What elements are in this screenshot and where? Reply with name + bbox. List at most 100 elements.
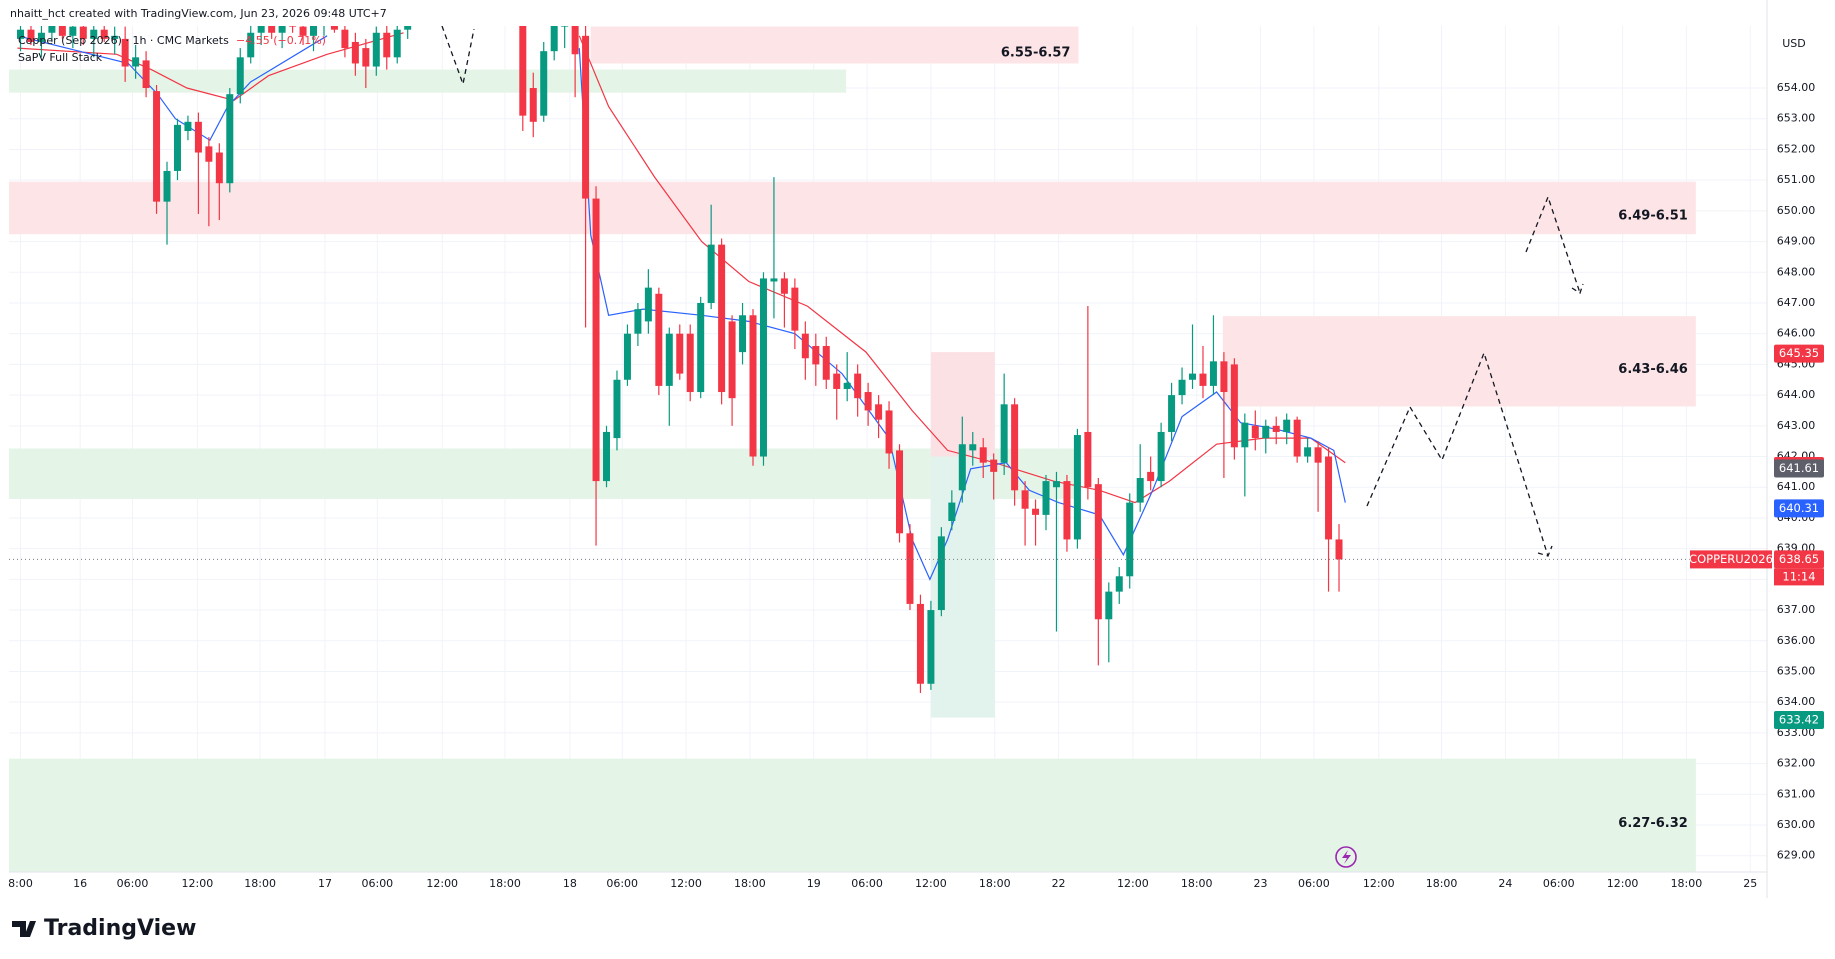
candle-body [1283, 419, 1291, 432]
price-tag: 638.65 [1779, 552, 1819, 566]
candle-body [236, 57, 244, 95]
candle-body [1084, 431, 1092, 488]
candle-body [697, 302, 705, 393]
candle-body [749, 315, 757, 457]
candle-body [1168, 395, 1176, 432]
candle-body [770, 278, 778, 282]
candle-body [759, 278, 767, 457]
x-tick-label: 06:00 [851, 877, 883, 890]
x-tick-label: 18:00 [1426, 877, 1458, 890]
candle-body [519, 26, 527, 116]
x-tick-label: 16 [73, 877, 87, 890]
symbol-tag: COPPERU2026 [1689, 552, 1773, 566]
candle-body [268, 26, 276, 33]
y-tick-label: 644.00 [1777, 388, 1816, 401]
alert-icon[interactable] [1335, 846, 1357, 868]
candle-body [69, 26, 77, 36]
candle-body [393, 29, 401, 58]
x-tick-label: 18:00 [979, 877, 1011, 890]
candle-body [979, 447, 987, 463]
candle-body [90, 29, 98, 39]
candle-body [1314, 447, 1322, 463]
candle-body [299, 26, 307, 36]
candle-body [132, 57, 140, 67]
candle-body [1178, 379, 1186, 396]
candle-body [833, 373, 841, 389]
zone [1222, 316, 1696, 407]
axes: 629.00 630.00 631.00 632.00 633.00 634.00 635.… [8, 81, 1824, 890]
candle-body [1209, 361, 1217, 386]
candle-body [1011, 404, 1019, 491]
x-tick-label: 12:00 [426, 877, 458, 890]
brand-logo [12, 921, 36, 937]
y-tick-label: 630.00 [1777, 818, 1816, 831]
candle-body [550, 26, 558, 52]
candle-body [1021, 490, 1029, 509]
price-tag: 645.35 [1779, 346, 1819, 360]
candle-body [623, 333, 631, 380]
candle-body [665, 333, 673, 386]
candle-body [780, 278, 788, 294]
candle-body [153, 91, 161, 202]
candle-body [121, 38, 129, 67]
candle-body [540, 51, 548, 116]
x-tick-label: 12:00 [1607, 877, 1639, 890]
price-tag: 640.31 [1779, 501, 1819, 515]
x-tick-label: 18:00 [489, 877, 521, 890]
candle-body [1230, 364, 1238, 448]
countdown-bg [1774, 568, 1824, 586]
candle-body [383, 32, 391, 58]
currency: USD [1782, 37, 1806, 50]
x-tick-label: 23 [1254, 877, 1268, 890]
candle-body [906, 533, 914, 604]
candle-body [173, 124, 181, 171]
candle-body [1304, 447, 1312, 457]
candle-body [739, 315, 747, 353]
candle-body [801, 333, 809, 359]
zone [9, 69, 847, 93]
x-tick-label: 22 [1052, 877, 1066, 890]
candle-body [582, 35, 590, 199]
x-tick-label: 18:00 [734, 877, 766, 890]
zone-label: 6.43-6.46 [1618, 362, 1688, 377]
candle-body [1199, 373, 1207, 386]
candle-body [707, 244, 715, 303]
y-tick-label: 652.00 [1777, 142, 1816, 155]
candle-body [655, 293, 663, 386]
candle-body [310, 26, 318, 36]
price-tag: 633.42 [1779, 712, 1819, 726]
countdown: 11:14 [1782, 569, 1815, 583]
candle-body [822, 345, 830, 380]
price-tag-bg [1774, 344, 1824, 363]
y-tick-label: 635.00 [1777, 664, 1816, 677]
x-tick-label: 06:00 [606, 877, 638, 890]
y-tick-label: 641.00 [1777, 480, 1816, 493]
candle-body [257, 26, 265, 33]
x-tick-label: 12:00 [1363, 877, 1395, 890]
y-tick-label: 631.00 [1777, 787, 1816, 800]
candle-body [1293, 419, 1301, 457]
candle-body [37, 32, 45, 42]
candle-body [676, 333, 684, 374]
y-tick-label: 643.00 [1777, 419, 1816, 432]
candle-body [1126, 502, 1134, 577]
candle-body [142, 60, 150, 89]
zone [9, 448, 1079, 499]
candle-body [937, 536, 945, 611]
candle-body [111, 35, 119, 39]
candle-body [812, 345, 820, 365]
candle-body [896, 450, 904, 534]
candle-body [969, 444, 977, 451]
candle-body [958, 444, 966, 491]
candle-body [603, 431, 611, 482]
candle-body [351, 41, 359, 64]
zone [9, 181, 1696, 235]
candle-body [100, 29, 108, 39]
candle-body [1073, 435, 1081, 540]
candle-body [990, 459, 998, 472]
candle-body [341, 29, 349, 49]
candle-body [948, 502, 956, 522]
candle-body [1157, 431, 1165, 482]
candle-body [289, 26, 297, 27]
